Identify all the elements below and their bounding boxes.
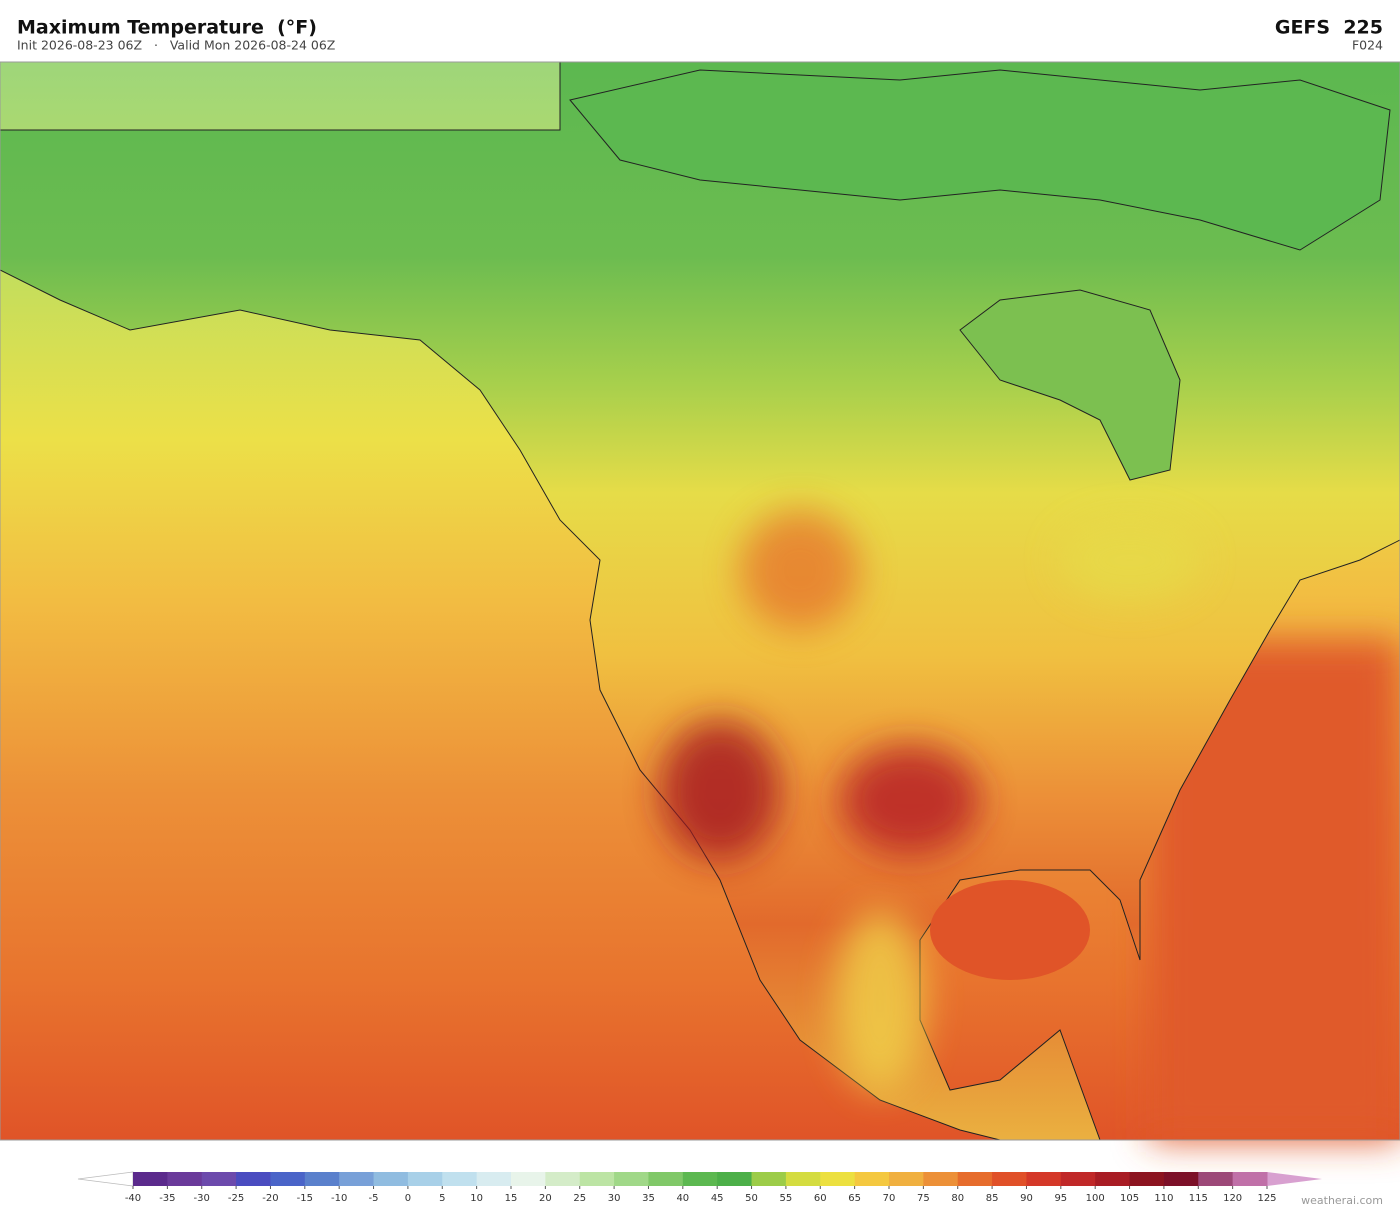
colorbar-tick-label: 65: [848, 1193, 861, 1204]
forecast-hour: F024: [1352, 38, 1383, 53]
colorbar-over: [1267, 1172, 1322, 1186]
colorbar-tick-label: -20: [262, 1193, 278, 1204]
colorbar-tick-label: -25: [228, 1193, 244, 1204]
colorbar-swatch: [854, 1172, 890, 1186]
colorbar-swatch: [992, 1172, 1027, 1186]
arctic-islands: [569, 69, 1391, 251]
colorbar-swatch: [889, 1172, 924, 1186]
colorbar-swatch: [442, 1172, 478, 1186]
colorbar-swatch: [957, 1172, 993, 1186]
gulf-of-mexico: [930, 880, 1090, 980]
colorbar-swatch: [820, 1172, 856, 1186]
colorbar-tick-label: 75: [917, 1193, 930, 1204]
colorbar-tick-label: 125: [1257, 1193, 1276, 1204]
colorbar-swatch: [236, 1172, 271, 1186]
colorbar-under: [77, 1171, 134, 1187]
colorbar-swatch: [1163, 1172, 1199, 1186]
colorbar-tick-label: 120: [1223, 1193, 1242, 1204]
colorbar-tick-label: 30: [608, 1193, 621, 1204]
mexican-plateau: [835, 910, 925, 1090]
colorbar-tick-label: 45: [711, 1193, 724, 1204]
colorbar-tick-label: 85: [986, 1193, 999, 1204]
colorbar-tick-label: 0: [405, 1193, 411, 1204]
colorbar-swatch: [648, 1172, 684, 1186]
map-subtitle: Init 2026-08-23 06Z · Valid Mon 2026-08-…: [17, 38, 335, 53]
colorbar-swatch: [339, 1172, 375, 1186]
colorbar-tick-label: 70: [883, 1193, 896, 1204]
map-title: Maximum Temperature (°F): [17, 17, 317, 39]
colorbar-swatch: [476, 1172, 512, 1186]
colorbar-swatch: [579, 1172, 615, 1186]
colorbar-swatch: [1060, 1172, 1096, 1186]
colorbar-tick-label: -40: [125, 1193, 141, 1204]
colorbar-swatch: [373, 1172, 409, 1186]
colorbar-swatch: [682, 1172, 718, 1186]
great-lakes-region: [1060, 520, 1200, 600]
colorbar-swatch: [1095, 1172, 1131, 1186]
colorbar-tick-label: 60: [814, 1193, 827, 1204]
credit: weatherai.com: [1301, 1194, 1383, 1207]
colorbar-swatch: [1129, 1172, 1165, 1186]
colorbar-tick-label: 90: [1020, 1193, 1033, 1204]
colorbar-swatch: [717, 1172, 753, 1186]
colorbar-tick-label: 20: [539, 1193, 552, 1204]
map-frame: [0, 61, 1400, 1141]
colorbar-swatch: [133, 1172, 168, 1186]
colorbar-tick-label: -35: [159, 1193, 175, 1204]
colorbar-swatch: [545, 1172, 581, 1186]
colorbar-swatch: [201, 1172, 237, 1186]
colorbar-tick-label: 5: [439, 1193, 445, 1204]
colorbar-tick-label: 50: [745, 1193, 758, 1204]
hudson-bay: [959, 289, 1181, 481]
colorbar-swatch: [1198, 1172, 1234, 1186]
colorbar-tick-label: 35: [642, 1193, 655, 1204]
colorbar-tick-label: -5: [369, 1193, 379, 1204]
colorbar-tick-label: -30: [194, 1193, 210, 1204]
northern-plains-warmth: [740, 510, 860, 630]
colorbar-swatch: [407, 1172, 443, 1186]
colorbar-tick-label: 55: [780, 1193, 793, 1204]
colorbar-swatch: [785, 1172, 821, 1186]
colorbar-swatch: [270, 1172, 306, 1186]
colorbar-tick-label: 115: [1189, 1193, 1208, 1204]
colorbar-tick-label: 105: [1120, 1193, 1139, 1204]
colorbar-tick-label: 15: [505, 1193, 518, 1204]
colorbar-swatch: [1026, 1172, 1062, 1186]
colorbar: -40 -35 -30 -25 -20 -15 -10 -5 0 5 10 15 20 25 30 35 40 4…: [77, 1171, 1322, 1204]
colorbar-swatch: [511, 1172, 546, 1186]
colorbar-tick-label: 40: [676, 1193, 689, 1204]
colorbar-tick-label: 95: [1054, 1193, 1067, 1204]
colorbar-swatch: [167, 1172, 203, 1186]
plains-heat: [840, 745, 980, 855]
colorbar-tick-label: -15: [297, 1193, 313, 1204]
colorbar-tick-label: -10: [331, 1193, 347, 1204]
colorbar-tick-label: 10: [470, 1193, 483, 1204]
colorbar-tick-label: 80: [951, 1193, 964, 1204]
colorbar-swatch: [304, 1172, 340, 1186]
southwest-heat: [660, 720, 780, 860]
colorbar-swatch: [1232, 1172, 1268, 1186]
colorbar-swatch: [614, 1172, 649, 1186]
colorbar-swatch: [923, 1172, 959, 1186]
colorbar-swatch: [751, 1172, 787, 1186]
colorbar-tick-label: 110: [1154, 1193, 1173, 1204]
colorbar-tick-label: 100: [1086, 1193, 1105, 1204]
model-name: GEFS 225: [1275, 17, 1383, 39]
colorbar-tick-label: 25: [573, 1193, 586, 1204]
